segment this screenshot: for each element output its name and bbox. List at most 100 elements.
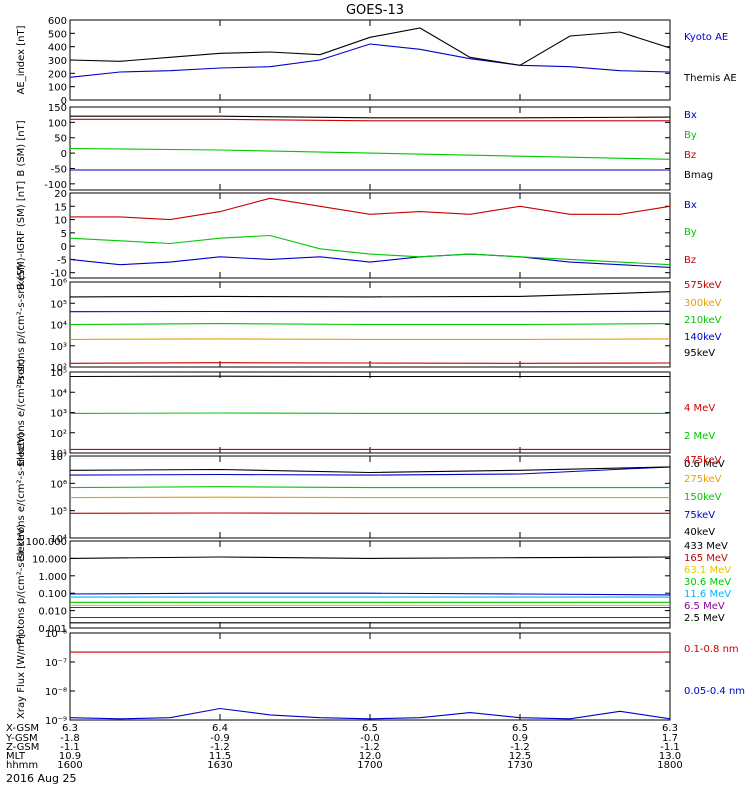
legend-entry: 575keV — [684, 280, 722, 291]
legend-entry: 30.6 MeV — [684, 577, 731, 588]
y-tick-label: 10² — [50, 429, 67, 440]
series-line — [69, 253, 671, 268]
legend-entry: 140keV — [684, 332, 722, 343]
axis-row-value: -1.2 — [210, 742, 230, 753]
y-tick-label: 200 — [48, 69, 67, 80]
y-tick-label: 5 — [61, 229, 67, 240]
y-tick-label: -100 — [44, 180, 67, 191]
panel-frame — [69, 19, 671, 101]
panel-4: 10² 10³ 10⁴ 10⁵ 10⁶ Protons p/(cm²-s-sr-keV) 5… — [16, 264, 722, 385]
axis-row-value: 6.4 — [212, 723, 228, 734]
legend-entry: Bz — [684, 255, 696, 266]
y-tick-label: 10² — [50, 363, 67, 374]
y-tick-label: -10 — [51, 269, 67, 280]
legend-entry: Kyoto AE — [684, 32, 728, 43]
date-label: 2016 Aug 25 — [6, 772, 76, 785]
legend-entry: Themis AE — [683, 73, 737, 84]
axis-row-value: 6.3 — [62, 723, 78, 734]
legend-entry: Bmag — [684, 170, 713, 181]
legend-entry: 11.6 MeV — [684, 589, 731, 600]
panel-frame — [69, 192, 671, 279]
legend-entry: Bz — [684, 150, 696, 161]
axis-row-label: Z-GSM — [6, 742, 39, 753]
panel-3: -10 -5 0 5 10 15 20 B (SM)-IGRF (SM) [nT] Bx By Bz — [16, 181, 697, 290]
legend-entry: 40keV — [684, 527, 715, 538]
legend-entry: Bx — [684, 110, 697, 121]
y-tick-label: 10³ — [50, 409, 67, 420]
axis-row-label: MLT — [6, 751, 26, 762]
y-tick-label: 10⁴ — [50, 388, 67, 399]
legend-entry: 165 MeV — [684, 553, 728, 564]
y-axis-label: B (SM)-IGRF (SM) [nT] — [16, 181, 27, 290]
y-tick-label: 10⁴ — [50, 534, 67, 545]
y-tick-label: 100.000 — [26, 537, 67, 548]
y-tick-label: 0.100 — [38, 589, 67, 600]
legend-entry: 300keV — [684, 298, 722, 309]
series-line — [69, 707, 671, 720]
y-tick-label: 10⁶ — [50, 479, 67, 490]
y-tick-label: -50 — [51, 164, 67, 175]
y-tick-label: 10⁻⁷ — [45, 658, 67, 669]
series-line — [69, 234, 671, 266]
y-tick-label: 600 — [48, 16, 67, 27]
axis-row-value: 10.9 — [59, 751, 81, 762]
y-tick-label: 10⁻⁹ — [45, 716, 67, 727]
y-tick-label: 0 — [61, 242, 67, 253]
y-axis-label: Electrons e/(cm²-s-sr-keV) — [16, 432, 27, 561]
series-line — [69, 291, 671, 298]
legend-entry: 63.1 MeV — [684, 565, 731, 576]
axis-row-value: 6.3 — [662, 723, 678, 734]
y-tick-label: 500 — [48, 29, 67, 40]
legend-entry: 95keV — [684, 348, 715, 359]
axis-row-value: 6.5 — [362, 723, 378, 734]
y-tick-label: 15 — [54, 202, 67, 213]
time-axis-table: X-GSM 6.3 6.4 6.5 6.5 6.3 Y-GSM -1.8 -0.9 -0.0 0.9… — [5, 723, 683, 771]
y-tick-label: 0.001 — [38, 624, 67, 635]
axis-row-value: -1.1 — [60, 742, 80, 753]
axis-row-label: Y-GSM — [5, 733, 38, 744]
y-tick-label: 1.000 — [38, 572, 67, 583]
legend-entry: 0.6 MeV — [684, 459, 725, 470]
y-tick-label: 10⁵ — [50, 507, 67, 518]
axis-row-value: 1630 — [207, 760, 232, 771]
series-line — [69, 592, 671, 596]
series-line — [69, 466, 671, 474]
y-axis-label: B (SM) [nT] — [16, 120, 27, 176]
legend-entry: 75keV — [684, 510, 715, 521]
axis-row-value: -1.8 — [60, 733, 80, 744]
y-tick-label: 0 — [61, 96, 67, 107]
axis-row-value: 0.9 — [512, 733, 528, 744]
axis-row-label: X-GSM — [6, 723, 39, 734]
axis-row-value: 1800 — [657, 760, 682, 771]
axis-row-value: -0.9 — [210, 733, 230, 744]
panel-frame — [69, 371, 671, 454]
y-tick-label: 100 — [48, 118, 67, 129]
y-tick-label: 10⁵ — [50, 368, 67, 379]
panel-frame — [69, 540, 671, 629]
y-tick-label: -5 — [57, 255, 67, 266]
axis-row-value: 1730 — [507, 760, 532, 771]
panel-2: -100 -50 0 50 100 150 B (SM) [nT] Bx By Bz Bmag — [16, 103, 713, 191]
y-tick-label: 0.010 — [38, 607, 67, 618]
series-line — [69, 147, 671, 160]
legend-entry: 0.05-0.4 nm — [684, 686, 745, 697]
panel-1: 0 100 200 300 400 500 600 AE_index [nT] Kyoto AE… — [16, 16, 737, 107]
legend-entry: 475keV — [684, 455, 722, 466]
axis-row-value: -1.2 — [510, 742, 530, 753]
legend-entry: 0.1-0.8 nm — [684, 644, 739, 655]
y-axis-label: Protons p/(cm²-s-sr-keV) — [16, 524, 27, 645]
y-tick-label: 10⁶ — [50, 278, 67, 289]
y-tick-label: 10.000 — [32, 554, 67, 565]
y-tick-label: 400 — [48, 43, 67, 54]
legend-entry: 433 MeV — [684, 541, 728, 552]
y-tick-label: 10⁴ — [50, 321, 67, 332]
panel-8: 10⁻⁹ 10⁻⁸ 10⁻⁷ 10⁻⁶ Xray Flux [W/m²] 0.1-0.8 … — [16, 629, 745, 727]
axis-row-value: -0.0 — [360, 733, 380, 744]
axis-row-value: 1700 — [357, 760, 382, 771]
series-line — [69, 323, 671, 326]
y-tick-label: 20 — [54, 189, 67, 200]
y-tick-label: 50 — [54, 134, 67, 145]
y-tick-label: 10³ — [50, 342, 67, 353]
